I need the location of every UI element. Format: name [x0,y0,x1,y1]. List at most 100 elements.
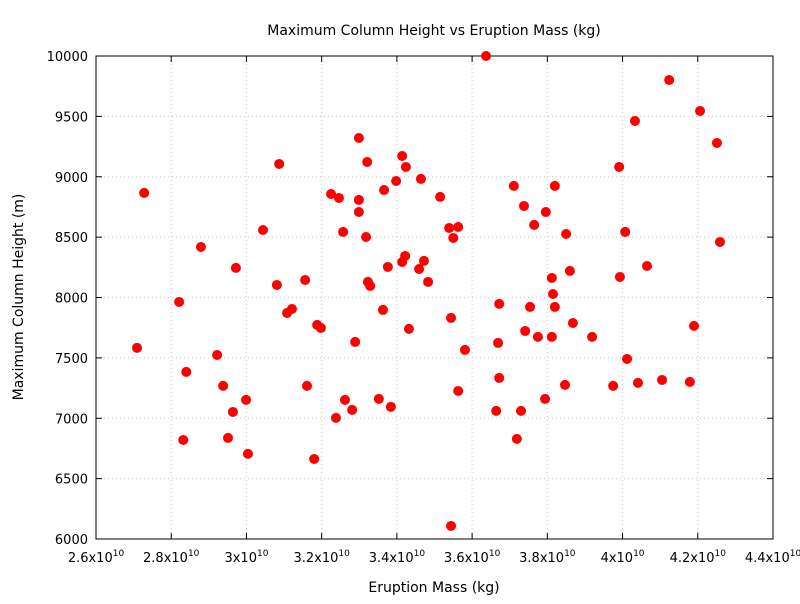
data-point [684,376,695,387]
ticks: 2.6x1010 2.8x1010 3x1010 3.2x1010 3.4x1010 3.… [47,50,800,566]
data-point [516,405,527,416]
data-point [448,232,459,243]
data-point [491,405,502,416]
data-point [508,180,519,191]
y-tick-label: 8500 [55,231,88,246]
data-point [525,301,536,312]
data-point [608,380,619,391]
data-point [453,221,464,232]
data-point [353,207,364,218]
data-point [373,393,384,404]
data-point [511,433,522,444]
y-axis-label: Maximum Column Height (m) [11,194,27,401]
data-point [446,312,457,323]
data-point [540,207,551,218]
data-point [459,344,470,355]
data-point [286,303,297,314]
data-point [622,353,633,364]
data-points [131,51,725,531]
data-point [300,274,311,285]
data-point [620,226,631,237]
data-point [546,331,557,342]
data-point [446,520,457,531]
data-point [377,304,388,315]
data-point [418,255,429,266]
data-point [227,406,238,417]
data-point [218,380,229,391]
data-point [532,331,543,342]
y-tick-label: 7000 [55,412,88,427]
data-point [549,301,560,312]
data-point [301,380,312,391]
data-point [257,225,268,236]
data-point [567,317,578,328]
data-point [391,175,402,186]
data-point [453,385,464,396]
data-point [350,336,361,347]
data-point [689,320,700,331]
data-point [494,372,505,383]
x-tick-label: 3.4x1010 [369,549,426,566]
data-point [614,271,625,282]
chart-title: Maximum Column Height vs Eruption Mass (… [267,23,601,39]
x-axis-label: Eruption Mass (kg) [368,580,499,596]
y-tick-label: 9000 [55,171,88,186]
data-point [711,137,722,148]
data-point [519,200,530,211]
data-point [382,261,393,272]
data-point [326,189,337,200]
x-tick-label: 4.2x1010 [670,549,727,566]
data-point [560,379,571,390]
data-point [493,337,504,348]
data-point [629,115,640,126]
data-point [178,434,189,445]
data-point [315,322,326,333]
y-tick-label: 10000 [47,50,88,65]
data-point [333,193,344,204]
data-point [330,412,341,423]
grid [96,56,773,539]
data-point [365,280,376,291]
data-point [174,296,185,307]
data-point [642,260,653,271]
x-tick-label: 4x1010 [601,549,645,566]
data-point [347,404,358,415]
data-point [546,272,557,283]
data-point [529,219,540,230]
x-tick-label: 3.2x1010 [293,549,350,566]
data-point [414,264,425,275]
data-point [139,187,150,198]
y-tick-label: 6500 [55,473,88,488]
data-point [564,265,575,276]
x-tick-label: 3.6x1010 [444,549,501,566]
data-point [195,242,206,253]
data-point [400,161,411,172]
data-point [400,250,411,261]
y-tick-label: 8000 [55,292,88,307]
data-point [223,432,234,443]
data-point [339,394,350,405]
data-point [361,232,372,243]
data-point [664,75,675,86]
data-point [385,401,396,412]
data-point [587,331,598,342]
x-tick-label: 4.4x1010 [745,549,800,566]
data-point [309,453,320,464]
y-tick-label: 7500 [55,352,88,367]
data-point [338,226,349,237]
data-point [435,191,446,202]
x-tick-label: 2.6x1010 [68,549,125,566]
data-point [657,374,668,385]
data-point [242,448,253,459]
data-point [540,393,551,404]
y-tick-label: 9500 [55,110,88,125]
data-point [230,262,241,273]
data-point [547,288,558,299]
data-point [397,150,408,161]
data-point [481,51,492,61]
data-point [353,194,364,205]
data-point [520,325,531,336]
data-point [714,236,725,247]
